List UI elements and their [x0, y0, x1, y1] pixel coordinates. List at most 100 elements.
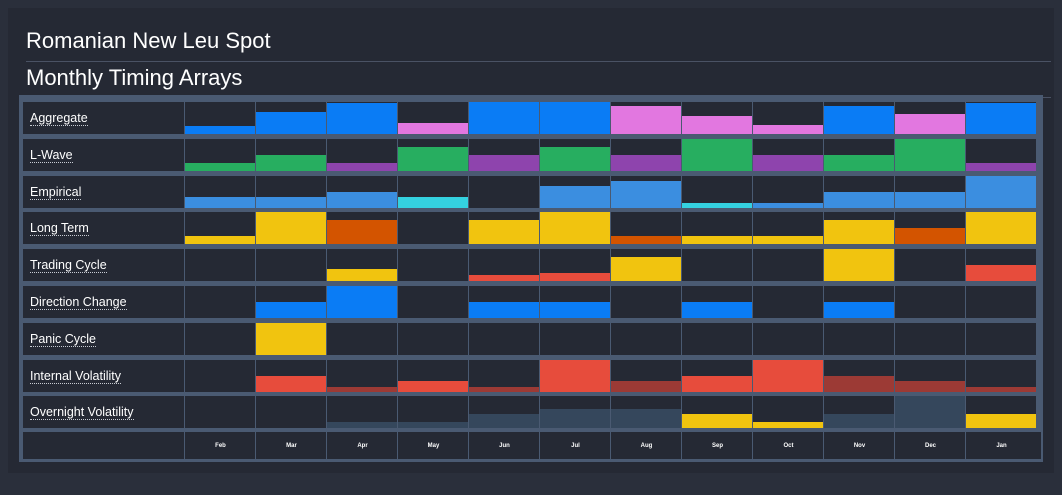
heat-cell-l-wave-dec[interactable] [895, 139, 965, 171]
heat-cell-direction-change-sep[interactable] [682, 286, 752, 318]
heat-cell-overnight-volatility-mar[interactable] [256, 396, 326, 428]
heat-cell-trading-cycle-mar[interactable] [256, 249, 326, 281]
heat-cell-trading-cycle-oct[interactable] [753, 249, 823, 281]
heat-cell-aggregate-oct[interactable] [753, 102, 823, 134]
heat-cell-long-term-sep[interactable] [682, 212, 752, 244]
heat-cell-long-term-dec[interactable] [895, 212, 965, 244]
heat-cell-aggregate-jan[interactable] [966, 102, 1036, 134]
heat-cell-internal-volatility-may[interactable] [398, 360, 468, 392]
heat-cell-long-term-aug[interactable] [611, 212, 681, 244]
heat-cell-direction-change-apr[interactable] [327, 286, 397, 318]
heat-cell-long-term-jan[interactable] [966, 212, 1036, 244]
heat-cell-long-term-nov[interactable] [824, 212, 894, 244]
heat-cell-direction-change-jun[interactable] [469, 286, 539, 318]
heat-cell-panic-cycle-sep[interactable] [682, 323, 752, 355]
heat-cell-l-wave-jul[interactable] [540, 139, 610, 171]
heat-cell-empirical-nov[interactable] [824, 176, 894, 208]
heat-cell-long-term-feb[interactable] [185, 212, 255, 244]
heat-cell-l-wave-feb[interactable] [185, 139, 255, 171]
heat-cell-direction-change-oct[interactable] [753, 286, 823, 318]
heat-cell-panic-cycle-dec[interactable] [895, 323, 965, 355]
heat-cell-empirical-jan[interactable] [966, 176, 1036, 208]
heat-cell-overnight-volatility-jul[interactable] [540, 396, 610, 428]
heat-cell-panic-cycle-mar[interactable] [256, 323, 326, 355]
heat-cell-empirical-jul[interactable] [540, 176, 610, 208]
heat-cell-long-term-jul[interactable] [540, 212, 610, 244]
heat-cell-empirical-aug[interactable] [611, 176, 681, 208]
heat-cell-aggregate-apr[interactable] [327, 102, 397, 134]
heat-cell-aggregate-may[interactable] [398, 102, 468, 134]
heat-cell-internal-volatility-jan[interactable] [966, 360, 1036, 392]
heat-cell-overnight-volatility-sep[interactable] [682, 396, 752, 428]
heat-cell-overnight-volatility-apr[interactable] [327, 396, 397, 428]
heat-cell-panic-cycle-jan[interactable] [966, 323, 1036, 355]
heat-cell-overnight-volatility-jun[interactable] [469, 396, 539, 428]
heat-cell-empirical-may[interactable] [398, 176, 468, 208]
heat-cell-direction-change-feb[interactable] [185, 286, 255, 318]
heat-cell-panic-cycle-feb[interactable] [185, 323, 255, 355]
heat-cell-panic-cycle-jun[interactable] [469, 323, 539, 355]
heat-cell-panic-cycle-jul[interactable] [540, 323, 610, 355]
heat-cell-empirical-oct[interactable] [753, 176, 823, 208]
heat-cell-direction-change-may[interactable] [398, 286, 468, 318]
heat-cell-trading-cycle-jul[interactable] [540, 249, 610, 281]
heat-cell-panic-cycle-apr[interactable] [327, 323, 397, 355]
heat-cell-long-term-mar[interactable] [256, 212, 326, 244]
heat-cell-internal-volatility-apr[interactable] [327, 360, 397, 392]
heat-cell-internal-volatility-jun[interactable] [469, 360, 539, 392]
heat-cell-trading-cycle-jun[interactable] [469, 249, 539, 281]
heat-cell-trading-cycle-feb[interactable] [185, 249, 255, 281]
row-label-direction-change[interactable]: Direction Change [30, 295, 127, 310]
heat-cell-trading-cycle-jan[interactable] [966, 249, 1036, 281]
heat-cell-aggregate-mar[interactable] [256, 102, 326, 134]
heat-cell-overnight-volatility-aug[interactable] [611, 396, 681, 428]
row-label-empirical[interactable]: Empirical [30, 185, 82, 200]
heat-cell-direction-change-jul[interactable] [540, 286, 610, 318]
heat-cell-empirical-sep[interactable] [682, 176, 752, 208]
heat-cell-panic-cycle-oct[interactable] [753, 323, 823, 355]
heat-cell-l-wave-may[interactable] [398, 139, 468, 171]
row-label-l-wave[interactable]: L-Wave [30, 148, 73, 163]
heat-cell-l-wave-mar[interactable] [256, 139, 326, 171]
heat-cell-internal-volatility-jul[interactable] [540, 360, 610, 392]
heat-cell-panic-cycle-aug[interactable] [611, 323, 681, 355]
heat-cell-l-wave-jan[interactable] [966, 139, 1036, 171]
heat-cell-l-wave-sep[interactable] [682, 139, 752, 171]
heat-cell-internal-volatility-sep[interactable] [682, 360, 752, 392]
heat-cell-empirical-apr[interactable] [327, 176, 397, 208]
heat-cell-internal-volatility-oct[interactable] [753, 360, 823, 392]
heat-cell-trading-cycle-aug[interactable] [611, 249, 681, 281]
heat-cell-direction-change-aug[interactable] [611, 286, 681, 318]
heat-cell-overnight-volatility-jan[interactable] [966, 396, 1036, 428]
row-label-aggregate[interactable]: Aggregate [30, 111, 88, 126]
heat-cell-l-wave-nov[interactable] [824, 139, 894, 171]
heat-cell-panic-cycle-may[interactable] [398, 323, 468, 355]
heat-cell-l-wave-aug[interactable] [611, 139, 681, 171]
heat-cell-internal-volatility-feb[interactable] [185, 360, 255, 392]
heat-cell-overnight-volatility-nov[interactable] [824, 396, 894, 428]
row-label-internal-volatility[interactable]: Internal Volatility [30, 369, 122, 384]
row-label-long-term[interactable]: Long Term [30, 221, 89, 236]
heat-cell-overnight-volatility-may[interactable] [398, 396, 468, 428]
heat-cell-aggregate-jun[interactable] [469, 102, 539, 134]
heat-cell-empirical-jun[interactable] [469, 176, 539, 208]
heat-cell-direction-change-dec[interactable] [895, 286, 965, 318]
heat-cell-trading-cycle-nov[interactable] [824, 249, 894, 281]
heat-cell-trading-cycle-may[interactable] [398, 249, 468, 281]
heat-cell-direction-change-mar[interactable] [256, 286, 326, 318]
heat-cell-internal-volatility-nov[interactable] [824, 360, 894, 392]
heat-cell-aggregate-nov[interactable] [824, 102, 894, 134]
heat-cell-empirical-dec[interactable] [895, 176, 965, 208]
heat-cell-overnight-volatility-oct[interactable] [753, 396, 823, 428]
heat-cell-l-wave-oct[interactable] [753, 139, 823, 171]
heat-cell-aggregate-dec[interactable] [895, 102, 965, 134]
heat-cell-direction-change-jan[interactable] [966, 286, 1036, 318]
heat-cell-direction-change-nov[interactable] [824, 286, 894, 318]
heat-cell-long-term-oct[interactable] [753, 212, 823, 244]
heat-cell-l-wave-jun[interactable] [469, 139, 539, 171]
heat-cell-internal-volatility-dec[interactable] [895, 360, 965, 392]
heat-cell-overnight-volatility-feb[interactable] [185, 396, 255, 428]
heat-cell-aggregate-sep[interactable] [682, 102, 752, 134]
heat-cell-panic-cycle-nov[interactable] [824, 323, 894, 355]
heat-cell-long-term-may[interactable] [398, 212, 468, 244]
